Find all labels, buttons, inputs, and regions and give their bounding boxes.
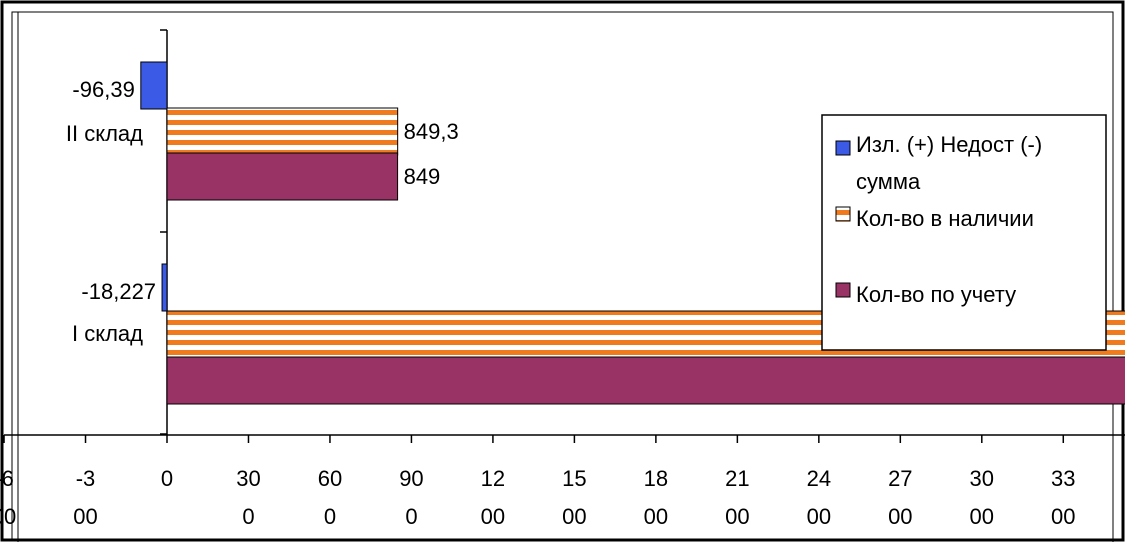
x-tick-label-line2: 00	[0, 504, 16, 529]
x-tick-label: 30	[970, 466, 994, 491]
x-tick-label-line2: 00	[1051, 504, 1075, 529]
bar	[140, 61, 168, 110]
x-tick-label-line2: 00	[644, 504, 668, 529]
x-tick-label-line2: 00	[888, 504, 912, 529]
x-tick-label-line2: 00	[73, 504, 97, 529]
x-tick-label: 90	[399, 466, 423, 491]
legend-swatch	[835, 140, 851, 156]
x-tick-label-line2: 00	[970, 504, 994, 529]
x-tick-label-line2: 00	[807, 504, 831, 529]
bar-data-label: -96,39	[72, 77, 134, 102]
x-tick-label: 18	[644, 466, 668, 491]
x-tick-label-line2: 0	[324, 504, 336, 529]
x-tick-label: 27	[888, 466, 912, 491]
x-tick-label: 15	[562, 466, 586, 491]
legend-label: Кол-во по учету	[856, 282, 1016, 307]
x-tick-label: 0	[161, 466, 173, 491]
x-tick-label: 30	[236, 466, 260, 491]
bar-data-label: 849	[404, 164, 441, 189]
x-tick-label-line2: 00	[481, 504, 505, 529]
axes: -600-30003006009001200150018002100240027…	[0, 29, 1125, 529]
x-tick-label-line2: 00	[562, 504, 586, 529]
x-tick-label: 12	[481, 466, 505, 491]
legend-swatch	[835, 206, 851, 222]
bar-data-label: -18,227	[81, 279, 156, 304]
legend-label: Кол-во в наличии	[856, 206, 1034, 231]
x-tick-label-line2: 00	[725, 504, 749, 529]
bar-data-label: 849,3	[404, 119, 459, 144]
x-tick-label: 24	[807, 466, 831, 491]
x-tick-label: 21	[725, 466, 749, 491]
legend-label: Изл. (+) Недост (-)	[856, 132, 1042, 157]
legend-label-line2: сумма	[856, 169, 921, 194]
bar	[166, 152, 399, 201]
legend: Изл. (+) Недост (-) сумма Кол-во в наличии…	[821, 114, 1107, 351]
legend-swatch	[835, 282, 851, 298]
x-tick-label: 33	[1051, 466, 1075, 491]
x-tick-label: 60	[318, 466, 342, 491]
x-tick-label-line2: 0	[242, 504, 254, 529]
bar	[166, 107, 399, 156]
bar	[161, 263, 168, 312]
x-tick-label: -3	[76, 466, 96, 491]
x-tick-label: -6	[0, 466, 14, 491]
bar	[166, 356, 1125, 405]
category-label: II склад	[66, 121, 143, 146]
x-tick-label-line2: 0	[405, 504, 417, 529]
legend-box	[821, 114, 1107, 351]
category-label: I склад	[72, 321, 143, 346]
